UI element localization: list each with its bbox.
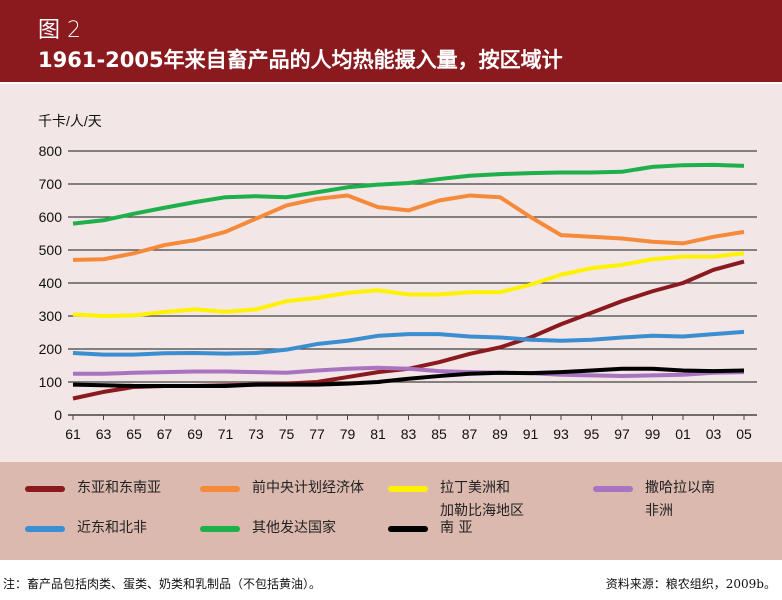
legend-label-line: 东亚和东南亚 [77, 480, 161, 496]
legend-label: 其他发达国家 [252, 517, 336, 540]
legend-label-line: 其他发达国家 [252, 520, 336, 536]
plot-area: 千卡/人/天 0 100 200 300 400 500 600 700 800 61 63 65 67… [0, 84, 782, 462]
series-line-4 [72, 329, 745, 357]
chart-title: 1961-2005年来自畜产品的人均热能摄入量，按区域计 [38, 48, 563, 72]
legend-swatch [388, 526, 428, 532]
series-line-1 [72, 193, 745, 262]
legend-label-line: 拉丁美洲和 [440, 480, 510, 496]
legend-label: 东亚和东南亚 [77, 477, 161, 500]
x-tick-label: 97 [614, 426, 630, 442]
y-tick-label: 100 [39, 374, 63, 390]
x-tick-label: 01 [675, 426, 691, 442]
x-tick-label: 91 [523, 426, 539, 442]
x-tick-label: 05 [736, 426, 752, 442]
legend-label-line: 加勒比海地区 [440, 503, 524, 519]
legend-swatch [200, 486, 240, 492]
legend-label: 南 亚 [440, 517, 472, 540]
x-tick-label: 73 [248, 426, 264, 442]
x-tick-label: 61 [65, 426, 81, 442]
y-tick-label: 200 [39, 341, 63, 357]
y-tick-label: 600 [39, 209, 63, 225]
y-axis-label: 千卡/人/天 [38, 113, 102, 129]
series-line-3 [73, 365, 745, 379]
x-tick-label: 85 [431, 426, 447, 442]
y-tick-label: 0 [54, 407, 62, 423]
legend-label-line: 非洲 [645, 503, 673, 519]
x-tick-label: 99 [645, 426, 661, 442]
legend: 东亚和东南亚 前中央计划经济体 拉丁美洲和加勒比海地区 撒哈拉以南非洲近东和北非 其他发… [0, 462, 782, 560]
x-tick-label: 69 [187, 426, 203, 442]
y-tick-label: 500 [39, 242, 63, 258]
x-tick-label: 83 [401, 426, 417, 442]
series-line-2 [72, 251, 745, 318]
x-tick-label: 03 [706, 426, 722, 442]
x-tick-label: 79 [340, 426, 356, 442]
legend-swatch [200, 526, 240, 532]
x-tick-label: 75 [279, 426, 295, 442]
legend-label-line: 前中央计划经济体 [252, 480, 364, 496]
x-tick-label: 93 [553, 426, 569, 442]
y-tick-label: 700 [39, 176, 63, 192]
x-tick-label: 63 [96, 426, 112, 442]
legend-swatch [593, 486, 633, 492]
y-tick-label: 800 [39, 143, 63, 159]
legend-swatch [25, 486, 65, 492]
legend-label-line: 南 亚 [440, 520, 473, 536]
y-tick-label: 400 [39, 275, 63, 291]
x-tick-label: 87 [462, 426, 478, 442]
legend-swatch [388, 486, 428, 492]
x-tick-label: 81 [370, 426, 386, 442]
x-tick-label: 67 [157, 426, 173, 442]
legend-label: 拉丁美洲和加勒比海地区 [440, 477, 524, 523]
legend-label: 近东和北非 [77, 517, 147, 540]
x-tick-label: 77 [309, 426, 325, 442]
footnote: 注：畜产品包括肉类、蛋类、奶类和乳制品（不包括黄油）。 [3, 577, 322, 591]
figure-number: 图 2 [38, 18, 81, 43]
source-note: 资料来源：粮农组织，2009b。 [605, 577, 776, 591]
legend-label-line: 近东和北非 [77, 520, 147, 536]
line-chart: 千卡/人/天 0 100 200 300 400 500 600 700 800 61 63 65 67… [38, 113, 757, 442]
y-tick-label: 300 [39, 308, 63, 324]
x-tick-label: 89 [492, 426, 508, 442]
x-tick-label: 71 [218, 426, 234, 442]
x-tick-label: 65 [126, 426, 142, 442]
legend-swatch [25, 526, 65, 532]
series-line-6 [72, 366, 745, 388]
x-tick-label: 95 [584, 426, 600, 442]
legend-label: 撒哈拉以南 非洲 [645, 477, 715, 523]
header: 图 2 1961-2005年来自畜产品的人均热能摄入量，按区域计 [0, 0, 782, 82]
legend-label-line: 撒哈拉以南 [645, 480, 715, 496]
legend-label: 前中央计划经济体 [252, 477, 364, 500]
series-line-5 [72, 162, 745, 226]
